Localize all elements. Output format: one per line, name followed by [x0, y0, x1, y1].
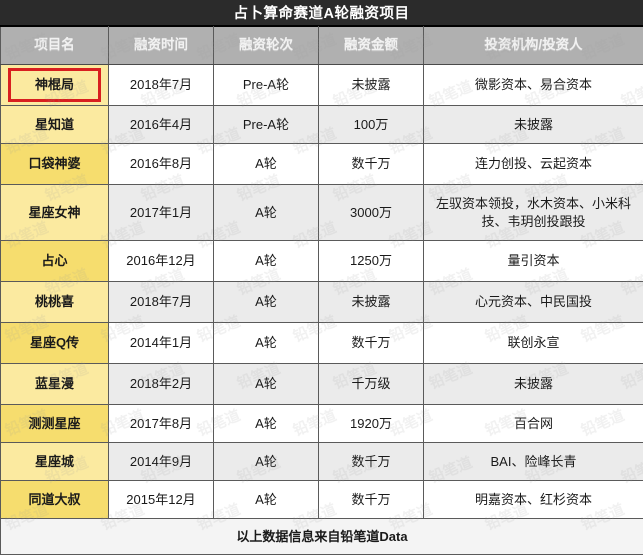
cell-investors[interactable]: 未披露: [424, 364, 643, 405]
cell-project-name[interactable]: 星座城: [1, 443, 109, 481]
cell-funding-round[interactable]: Pre-A轮: [214, 106, 319, 144]
spreadsheet-screenshot: 占卜算命赛道A轮融资项目 项目名 融资时间 融资轮次 融资金额 投资机构/投资人…: [0, 0, 643, 534]
cell-investors[interactable]: 联创永宣: [424, 323, 643, 364]
cell-funding-time[interactable]: 2016年4月: [109, 106, 214, 144]
column-header-funding-amount[interactable]: 融资金额: [319, 27, 424, 65]
cell-funding-round[interactable]: A轮: [214, 481, 319, 519]
cell-investors[interactable]: 左驭资本领投，水木资本、小米科技、韦玥创投跟投: [424, 185, 643, 241]
cell-funding-time[interactable]: 2015年12月: [109, 481, 214, 519]
cell-project-name[interactable]: 测测星座: [1, 405, 109, 443]
cell-funding-round[interactable]: A轮: [214, 144, 319, 185]
cell-funding-amount[interactable]: 数千万: [319, 481, 424, 519]
cell-project-name[interactable]: 口袋神婆: [1, 144, 109, 185]
cell-funding-time[interactable]: 2016年12月: [109, 241, 214, 282]
cell-investors[interactable]: 微影资本、易合资本: [424, 65, 643, 106]
table-header-row: 项目名 融资时间 融资轮次 融资金额 投资机构/投资人: [1, 27, 643, 65]
cell-investors[interactable]: 连力创投、云起资本: [424, 144, 643, 185]
cell-funding-amount[interactable]: 数千万: [319, 443, 424, 481]
cell-funding-time[interactable]: 2014年9月: [109, 443, 214, 481]
cell-investors[interactable]: BAI、险峰长青: [424, 443, 643, 481]
column-header-funding-round[interactable]: 融资轮次: [214, 27, 319, 65]
cell-investors[interactable]: 心元资本、中民国投: [424, 282, 643, 323]
cell-investors[interactable]: 未披露: [424, 106, 643, 144]
table-header: 项目名 融资时间 融资轮次 融资金额 投资机构/投资人: [1, 27, 643, 65]
cell-project-name[interactable]: 星座Q传: [1, 323, 109, 364]
cell-funding-amount[interactable]: 千万级: [319, 364, 424, 405]
cell-funding-time[interactable]: 2017年1月: [109, 185, 214, 241]
cell-project-name[interactable]: 占心: [1, 241, 109, 282]
cell-funding-round[interactable]: Pre-A轮: [214, 65, 319, 106]
cell-investors[interactable]: 量引资本: [424, 241, 643, 282]
cell-project-name[interactable]: 桃桃喜: [1, 282, 109, 323]
cell-funding-time[interactable]: 2017年8月: [109, 405, 214, 443]
cell-funding-amount[interactable]: 3000万: [319, 185, 424, 241]
footer-row: 以上数据信息来自铅笔道Data: [1, 519, 643, 555]
cell-funding-round[interactable]: A轮: [214, 364, 319, 405]
cell-funding-round[interactable]: A轮: [214, 443, 319, 481]
column-header-project-name[interactable]: 项目名: [1, 27, 109, 65]
cell-funding-round[interactable]: A轮: [214, 405, 319, 443]
cell-funding-round[interactable]: A轮: [214, 185, 319, 241]
cell-project-name[interactable]: 蓝星漫: [1, 364, 109, 405]
cell-funding-time[interactable]: 2018年7月: [109, 282, 214, 323]
cell-funding-amount[interactable]: 1920万: [319, 405, 424, 443]
cell-project-name[interactable]: 神棍局: [1, 65, 109, 106]
highlight-box: [8, 68, 101, 102]
column-header-investors[interactable]: 投资机构/投资人: [424, 27, 643, 65]
cell-funding-amount[interactable]: 数千万: [319, 144, 424, 185]
cell-funding-round[interactable]: A轮: [214, 241, 319, 282]
cell-investors[interactable]: 百合网: [424, 405, 643, 443]
cell-project-name[interactable]: 星座女神: [1, 185, 109, 241]
cell-funding-time[interactable]: 2016年8月: [109, 144, 214, 185]
cell-project-name[interactable]: 星知道: [1, 106, 109, 144]
cell-funding-time[interactable]: 2014年1月: [109, 323, 214, 364]
cell-project-name[interactable]: 同道大叔: [1, 481, 109, 519]
cell-funding-amount[interactable]: 1250万: [319, 241, 424, 282]
cell-funding-amount[interactable]: 数千万: [319, 323, 424, 364]
cell-funding-time[interactable]: 2018年2月: [109, 364, 214, 405]
cell-funding-amount[interactable]: 未披露: [319, 282, 424, 323]
cell-funding-amount[interactable]: 100万: [319, 106, 424, 144]
footer-note: 以上数据信息来自铅笔道Data: [1, 519, 643, 555]
cell-funding-round[interactable]: A轮: [214, 282, 319, 323]
column-header-funding-time[interactable]: 融资时间: [109, 27, 214, 65]
cell-funding-round[interactable]: A轮: [214, 323, 319, 364]
cell-funding-time[interactable]: 2018年7月: [109, 65, 214, 106]
cell-funding-amount[interactable]: 未披露: [319, 65, 424, 106]
cell-investors[interactable]: 明嘉资本、红杉资本: [424, 481, 643, 519]
page-title: 占卜算命赛道A轮融资项目: [0, 0, 643, 26]
